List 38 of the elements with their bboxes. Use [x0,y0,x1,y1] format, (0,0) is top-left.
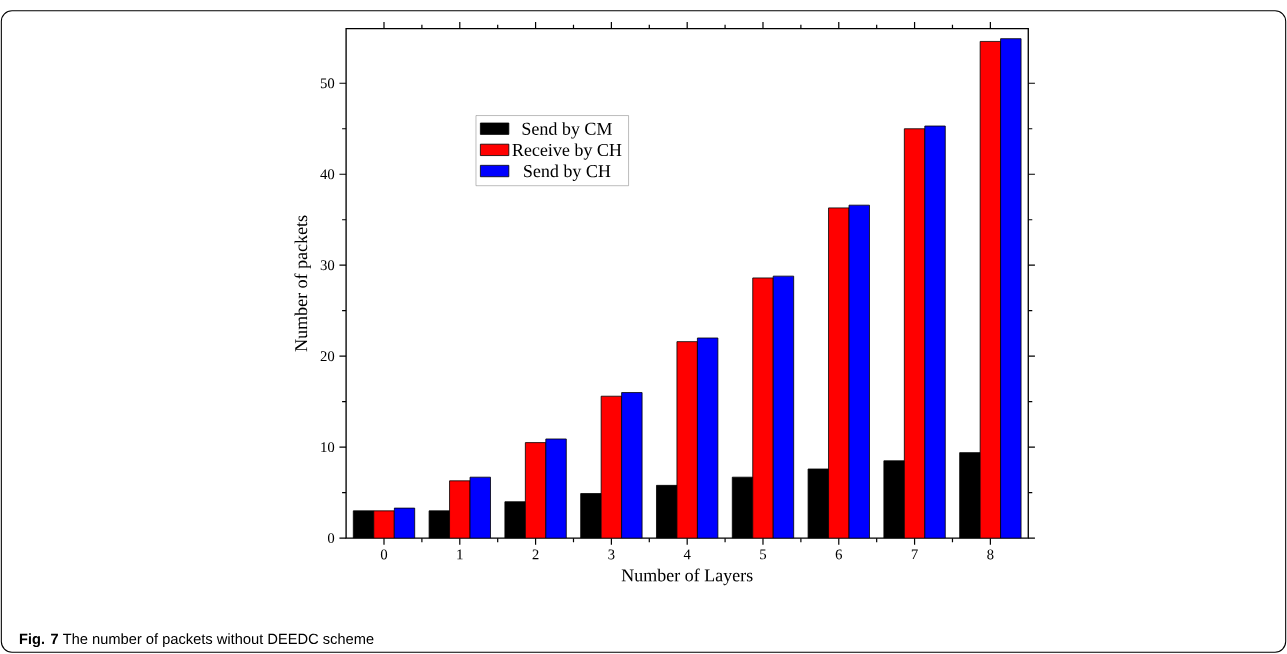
x-tick-label: 6 [835,549,843,560]
x-tick-label: 0 [380,549,388,560]
bar [601,396,622,539]
y-tick-label: 40 [320,169,335,180]
legend-label: Send by CM [522,122,612,139]
x-tick-label: 2 [532,549,539,560]
bar [449,481,471,539]
bar [470,477,491,539]
text: Fig. 7 The number of packets without DEEDC scheme [19,633,374,648]
bar [1000,38,1022,539]
y-tick-label: 10 [321,442,335,453]
bar [525,442,546,539]
bar [373,511,395,539]
y-tick-label: 0 [327,533,335,544]
legend-label: Send by CH [524,164,611,182]
y-axis-title: Number of packets [294,215,311,352]
x-tick-label: 5 [760,549,767,560]
bar [697,338,718,539]
bar [924,126,946,539]
bar [828,208,850,539]
x-tick-label: 7 [911,549,918,560]
x-tick-label: 4 [683,549,691,560]
bar [904,129,925,539]
x-axis-title: Number of Layers [621,568,753,586]
bar [849,205,870,539]
y-tick-label: 20 [320,351,335,362]
legend-label: Receive by CH [512,143,622,161]
x-tick-label: 3 [608,549,615,560]
bar [621,392,643,539]
y-tick-label: 30 [320,260,335,271]
x-tick-label: 8 [987,549,994,560]
bar [773,276,794,539]
bar [752,278,774,539]
bar [676,341,698,539]
y-tick-label: 50 [320,78,335,89]
x-tick-label: 1 [457,549,463,560]
bar [545,439,567,539]
bar [979,41,1002,539]
